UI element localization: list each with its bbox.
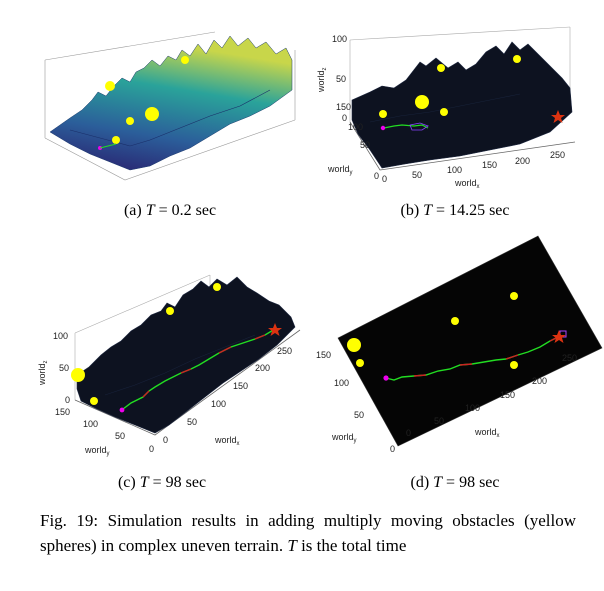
panel-d-x-tick-100: 100 — [465, 403, 480, 413]
panel-c-z-tick-0: 0 — [65, 395, 70, 405]
panel-c-start-marker — [119, 407, 125, 413]
figure-caption-label: Fig. 19: — [40, 511, 99, 530]
panel-d-terrain-plot: 150 100 50 0 worldy 0 50 100 150 200 250… — [310, 228, 604, 463]
panel-b-y-tick-50: 50 — [360, 140, 370, 150]
panel-b-svg: 100 50 0 worldz 150 100 50 0 worldy 0 50… — [316, 26, 576, 190]
panel-c-svg: 100 50 0 worldz 150 100 50 0 worldy 0 50… — [37, 274, 301, 457]
panel-d-y-tick-50: 50 — [354, 410, 364, 420]
panel-c-z-tick-100: 100 — [53, 331, 68, 341]
panel-b-axes — [349, 121, 576, 171]
panel-d-y-tick-0: 0 — [390, 444, 395, 454]
panel-c-terrain-plot: 100 50 0 worldz 150 100 50 0 worldy 0 50… — [15, 255, 305, 465]
panel-d-x-tick-200: 200 — [532, 376, 547, 386]
panel-d-y-tick-100: 100 — [334, 378, 349, 388]
panel-c-x-tick-200: 200 — [255, 363, 270, 373]
panel-b-terrain-surface — [351, 41, 573, 169]
panel-c-obstacle-3 — [71, 368, 85, 382]
caption-b: (b) T = 14.25 sec — [400, 202, 510, 219]
panel-b-x-tick-50: 50 — [412, 170, 422, 180]
caption-c: (c) T = 98 sec — [117, 474, 207, 491]
panel-d-x-tick-150: 150 — [500, 390, 515, 400]
panel-b-y-label: worldy — [327, 164, 353, 176]
panel-d-x-tick-250: 250 — [562, 353, 577, 363]
panel-c-y-tick-50: 50 — [115, 431, 125, 441]
panel-c-x-tick-150: 150 — [233, 381, 248, 391]
panel-b-obstacle-5 — [440, 108, 448, 116]
panel-d-obstacle-3 — [451, 317, 459, 325]
panel-c-x-tick-0: 0 — [163, 435, 168, 445]
panel-a-obstacle-4 — [126, 117, 134, 125]
panel-c-x-tick-250: 250 — [277, 346, 292, 356]
panel-b-obstacle-4 — [379, 110, 387, 118]
caption-a: (a) T = 0.2 sec — [123, 202, 217, 219]
panel-a-terrain-surface — [49, 35, 293, 171]
panel-b-x-tick-0: 0 — [382, 174, 387, 184]
panel-b-x-tick-150: 150 — [482, 160, 497, 170]
panel-b-x-tick-100: 100 — [447, 165, 462, 175]
panel-a-obstacle-1 — [105, 81, 115, 91]
panel-a-obstacle-3 — [145, 107, 159, 121]
panel-c-x-tick-50: 50 — [187, 417, 197, 427]
panel-d-obstacle-2 — [356, 359, 364, 367]
panel-d-start-marker — [383, 375, 389, 381]
panel-c-axes — [74, 329, 301, 436]
panel-d-x-tick-0: 0 — [406, 428, 411, 438]
panel-c-goal-marker — [268, 323, 282, 336]
panel-a-obstacle-2 — [181, 56, 189, 64]
panel-a-obstacle-5 — [112, 136, 120, 144]
panel-d-terrain-surface — [337, 235, 603, 447]
panel-d-goal-marker — [552, 330, 566, 343]
panel-b-z-tick-100: 100 — [332, 34, 347, 44]
panel-b-y-tick-100: 100 — [348, 122, 363, 132]
panel-c-x-label: worldx — [214, 435, 240, 447]
panel-a-terrain-plot — [30, 20, 310, 195]
panel-b-obstacle-3 — [415, 95, 429, 109]
panel-d-obstacle-5 — [510, 361, 518, 369]
panel-b-obstacle-1 — [437, 64, 445, 72]
panel-d-x-label: worldx — [474, 427, 500, 439]
panel-c-obstacle-1 — [213, 283, 221, 291]
panel-c-y-tick-150: 150 — [55, 407, 70, 417]
panel-a-svg — [44, 31, 296, 181]
panel-b-z-tick-50: 50 — [336, 74, 346, 84]
figure-caption-text-1: Simulation results in adding multiply mo… — [40, 511, 576, 555]
panel-b-x-tick-250: 250 — [550, 150, 565, 160]
panel-a-path — [99, 143, 117, 149]
panel-c-z-tick-50: 50 — [59, 363, 69, 373]
panel-d-obstacle-4 — [510, 292, 518, 300]
panel-a-box — [44, 31, 296, 181]
panel-c-y-tick-100: 100 — [83, 419, 98, 429]
panel-d-y-tick-150: 150 — [316, 350, 331, 360]
panel-c-obstacle-4 — [90, 397, 98, 405]
panel-d-y-label: worldy — [331, 432, 357, 444]
panel-d-obstacle-1 — [347, 338, 361, 352]
panel-b-start-marker — [380, 125, 386, 131]
caption-d: (d) T = 98 sec — [410, 474, 500, 491]
panel-d-svg: 150 100 50 0 worldy 0 50 100 150 200 250… — [316, 235, 603, 454]
panel-c-x-tick-100: 100 — [211, 399, 226, 409]
panel-c-y-tick-0: 0 — [149, 444, 154, 454]
panel-b-y-tick-0: 0 — [374, 171, 379, 181]
panel-b-x-tick-200: 200 — [515, 156, 530, 166]
figure-caption: Fig. 19: Simulation results in adding mu… — [40, 508, 576, 558]
panel-b-path — [383, 124, 429, 129]
panel-b-y-tick-150: 150 — [336, 102, 351, 112]
panel-c-terrain-surface — [76, 276, 296, 434]
panel-b-goal-marker — [551, 110, 565, 123]
panel-b-z-tick-0: 0 — [342, 113, 347, 123]
panel-b-terrain-plot: 100 50 0 worldz 150 100 50 0 worldy 0 50… — [310, 22, 600, 197]
figure-caption-T: T — [287, 536, 297, 555]
panel-b-z-label: worldz — [316, 67, 328, 93]
panel-c-y-label: worldy — [84, 445, 110, 457]
figure-caption-text-2: is the total time — [301, 536, 407, 555]
panel-b-obstacle-2 — [513, 55, 521, 63]
panel-c-obstacle-2 — [166, 307, 174, 315]
panel-b-x-label: worldx — [454, 178, 480, 190]
panel-c-z-label: worldz — [37, 360, 49, 386]
panel-d-x-tick-50: 50 — [434, 416, 444, 426]
